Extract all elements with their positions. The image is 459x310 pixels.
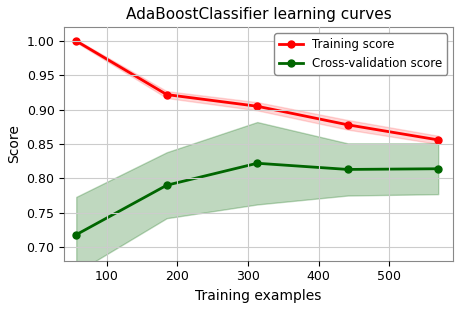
X-axis label: Training examples: Training examples bbox=[195, 289, 321, 303]
Training score bbox=[254, 104, 259, 108]
Cross-validation score bbox=[163, 184, 169, 187]
Training score bbox=[163, 93, 169, 96]
Y-axis label: Score: Score bbox=[7, 125, 21, 163]
Title: AdaBoostClassifier learning curves: AdaBoostClassifier learning curves bbox=[125, 7, 391, 22]
Line: Cross-validation score: Cross-validation score bbox=[73, 160, 441, 238]
Training score bbox=[73, 39, 79, 43]
Cross-validation score bbox=[254, 162, 259, 165]
Training score bbox=[344, 123, 350, 127]
Legend: Training score, Cross-validation score: Training score, Cross-validation score bbox=[274, 33, 446, 74]
Training score bbox=[435, 138, 440, 142]
Line: Training score: Training score bbox=[73, 38, 441, 144]
Cross-validation score bbox=[435, 167, 440, 170]
Cross-validation score bbox=[344, 168, 350, 171]
Cross-validation score bbox=[73, 233, 79, 237]
